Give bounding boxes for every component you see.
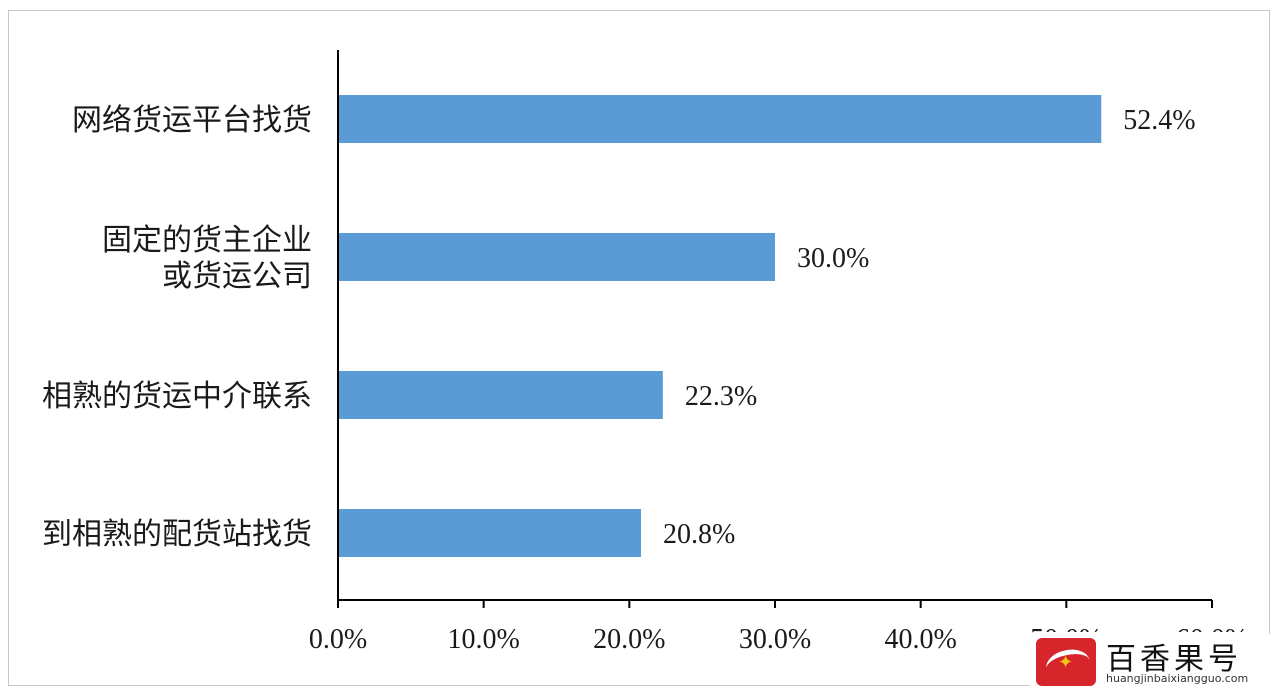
category-label: 网络货运平台找货 [72, 104, 312, 137]
category-label: 相熟的货运中介联系 [42, 380, 312, 413]
x-tick-label: 40.0% [885, 624, 957, 655]
bar [339, 371, 663, 419]
category-label: 到相熟的配货站找货 [42, 518, 312, 551]
watermark: ✦ 百香果号 huangjinbaixiangguo.com [1030, 632, 1270, 692]
category-label: 固定的货主企业 [102, 224, 312, 257]
x-tick-label: 30.0% [739, 624, 811, 655]
bar [339, 95, 1102, 143]
watermark-title: 百香果号 [1106, 642, 1242, 677]
x-tick-label: 10.0% [448, 624, 520, 655]
bar [339, 509, 641, 557]
brand-logo-icon: ✦ [1036, 638, 1096, 686]
x-tick-label: 20.0% [593, 624, 665, 655]
category-label: 或货运公司 [162, 260, 312, 293]
watermark-url: huangjinbaixiangguo.com [1106, 672, 1249, 685]
x-tick-label: 0.0% [309, 624, 367, 655]
bar [339, 233, 775, 281]
data-label: 20.8% [663, 519, 735, 550]
data-label: 30.0% [797, 243, 869, 274]
data-label: 52.4% [1123, 105, 1195, 136]
data-label: 22.3% [685, 381, 757, 412]
